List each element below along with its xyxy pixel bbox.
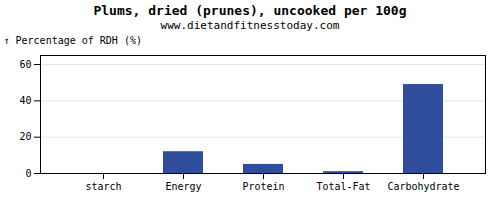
svg-text:↑ Percentage of RDH (%): ↑ Percentage of RDH (%) [4, 35, 142, 46]
svg-text:Energy: Energy [165, 181, 201, 192]
svg-text:60: 60 [19, 59, 31, 70]
svg-text:40: 40 [19, 95, 31, 106]
html-text:www.dietandfitnesstoday.com: www.dietandfitnesstoday.com [160, 19, 340, 32]
svg-text:Total-Fat: Total-Fat [316, 181, 370, 192]
svg-text:Carbohydrate: Carbohydrate [387, 181, 459, 192]
svg-text:20: 20 [19, 131, 31, 142]
html-text:Plums, dried (prunes), uncooke: Plums, dried (prunes), uncooked per 100g [93, 3, 407, 18]
svg-text:0: 0 [25, 168, 31, 179]
svg-text:Protein: Protein [242, 181, 284, 192]
svg-text:starch: starch [85, 181, 121, 192]
